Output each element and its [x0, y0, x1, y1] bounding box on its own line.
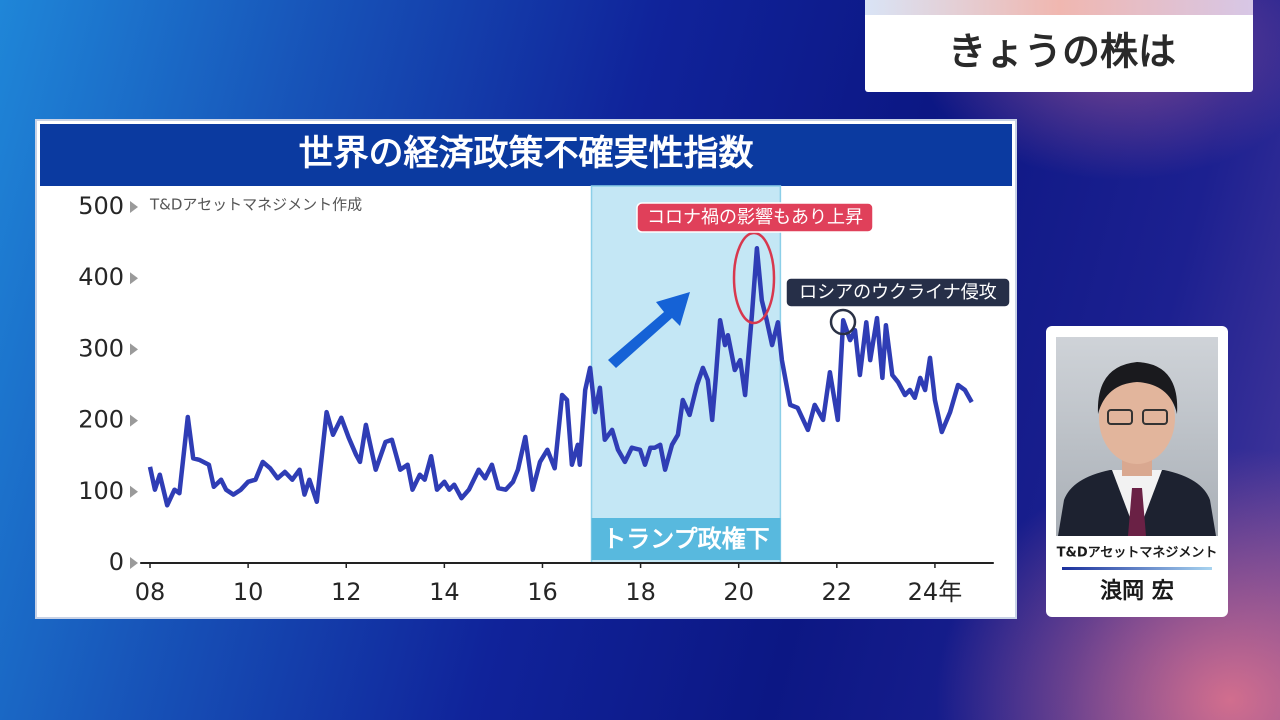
x-tick-label: 22 [822, 578, 853, 606]
trend-arrow [608, 292, 690, 368]
x-tick-label: 14 [429, 578, 460, 606]
source-note: T&Dアセットマネジメント作成 [149, 196, 362, 214]
x-tick-label: 12 [331, 578, 362, 606]
shaded-label: トランプ政権下 [602, 525, 769, 553]
y-tick-label: 200 [78, 406, 124, 434]
program-box [865, 0, 1253, 92]
presenter-company: T&Dアセットマネジメント [1057, 546, 1218, 561]
presenter-figure [1058, 362, 1216, 536]
y-tick-mark [130, 485, 138, 498]
program-strip [865, 0, 1253, 15]
x-tick-label: 10 [233, 578, 264, 606]
x-tick-label: 20 [723, 578, 754, 606]
title-band [40, 124, 1012, 186]
y-tick-label: 100 [78, 477, 124, 505]
y-tick-mark [130, 557, 138, 569]
x-tick-label: 24年 [908, 578, 963, 606]
shaded-label-bg [591, 518, 781, 560]
presenter-divider [1062, 567, 1212, 570]
x-tick-label: 18 [625, 578, 656, 606]
y-tick-mark [130, 272, 138, 285]
y-tick-mark [130, 343, 138, 356]
presenter-name: 浪岡 宏 [1100, 578, 1174, 604]
annotation: ロシアのウクライナ侵攻 [799, 282, 997, 303]
annotation-bg [785, 277, 1011, 308]
x-tick-label: 16 [527, 578, 558, 606]
annotation: コロナ禍の影響もあり上昇 [647, 207, 863, 228]
program-title: きょうの株は [948, 30, 1176, 74]
y-tick-label: 400 [78, 263, 124, 291]
shaded-period [590, 185, 782, 564]
y-tick-mark [130, 414, 138, 427]
y-tick-label: 500 [78, 192, 124, 220]
data-line [147, 246, 974, 508]
plot: トランプ政権下 0 100 200 300 400 500 08 10 12 14 16 18 20 22 2… [78, 185, 1011, 606]
x-tick-label: 08 [135, 578, 166, 606]
y-tick-label: 0 [109, 548, 124, 576]
invasion-highlight [829, 308, 857, 336]
annotation-bg [636, 202, 874, 233]
chart-title: 世界の経済政策不確実性指数 [298, 134, 753, 174]
y-tick-label: 300 [78, 334, 124, 362]
y-tick-mark [130, 201, 138, 213]
covid-highlight [732, 231, 776, 325]
